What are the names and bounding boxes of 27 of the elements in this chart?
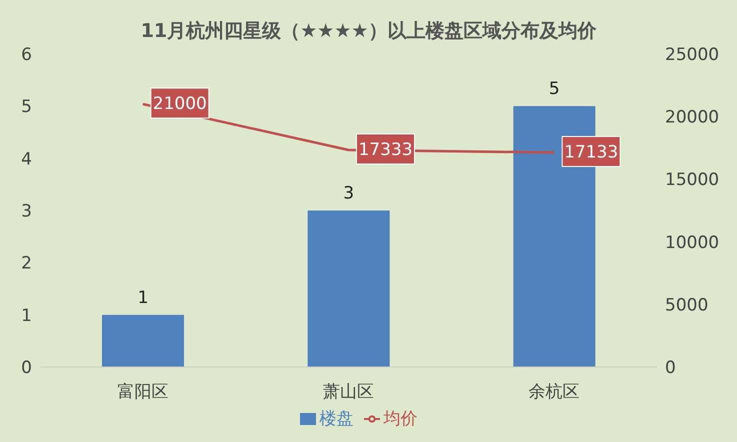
y2-tick-label: 20000: [665, 108, 720, 128]
y2-tick-label: 0: [665, 358, 676, 378]
y-tick-label: 6: [21, 45, 32, 66]
data-label: 17133: [564, 142, 618, 162]
data-label: 5: [548, 79, 560, 100]
y-tick-label: 0: [21, 358, 32, 378]
y2-tick-label: 25000: [665, 45, 720, 66]
data-label: 21000: [152, 94, 207, 114]
x-tick-label: 余杭区: [528, 382, 580, 402]
y2-tick-label: 10000: [665, 232, 720, 253]
bar: [308, 210, 390, 367]
data-label: 1: [138, 288, 148, 308]
legend-label: 均价: [384, 409, 418, 429]
y-tick-label: 1: [21, 306, 32, 326]
y2-tick-label: 15000: [665, 170, 720, 190]
y-tick-label: 4: [21, 149, 32, 170]
x-tick-label: 萧山区: [323, 382, 374, 402]
y-tick-label: 2: [21, 254, 32, 274]
data-label: 3: [343, 184, 354, 204]
legend-label: 楼盘: [320, 409, 354, 429]
y-tick-label: 3: [21, 202, 32, 222]
y2-tick-label: 5000: [665, 295, 708, 316]
data-label: 17333: [358, 140, 413, 160]
x-tick-label: 富阳区: [117, 382, 168, 402]
bar: [102, 314, 184, 367]
chart-title: 11月杭州四星级（★★★★）以上楼盘区域分布及均价: [140, 19, 598, 42]
y-tick-label: 5: [21, 97, 32, 118]
